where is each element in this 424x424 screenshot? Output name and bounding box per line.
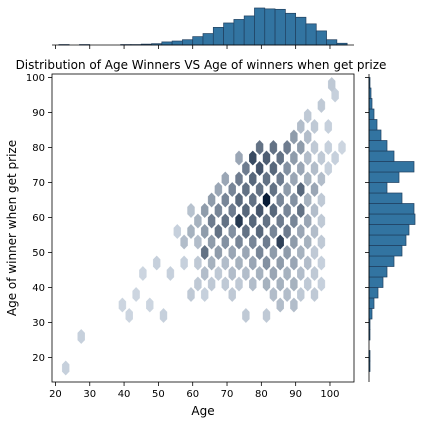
x-tick-label: 90 [289, 389, 302, 400]
x-tick-label: 30 [83, 389, 96, 400]
y-marginal-bar [369, 214, 415, 225]
x-marginal-bar [172, 41, 182, 45]
y-tick-label: 70 [32, 178, 45, 189]
x-marginal-bar [162, 42, 172, 45]
x-tick-label: 80 [255, 389, 268, 400]
x-tick-label: 60 [186, 389, 199, 400]
y-tick-label: 80 [32, 143, 45, 154]
x-tick-label: 100 [320, 389, 339, 400]
y-marginal-bar [369, 183, 387, 194]
x-marginal-bar [285, 13, 295, 45]
x-marginal-bar [203, 34, 213, 45]
y-tick-label: 50 [32, 248, 45, 259]
y-tick-label: 30 [32, 318, 45, 329]
y-marginal-bar [369, 277, 383, 288]
y-marginal-bar [369, 193, 402, 204]
y-marginal-bar [369, 267, 387, 278]
x-marginal-bar [193, 37, 203, 45]
y-marginal-bar [369, 172, 399, 183]
y-marginal-bar [369, 298, 374, 309]
x-marginal-bar [224, 23, 234, 45]
y-marginal-bar [369, 141, 387, 152]
x-marginal-bar [182, 40, 192, 45]
y-marginal-bar [369, 109, 374, 120]
y-tick-label: 20 [32, 353, 45, 364]
y-marginal-bar [369, 235, 406, 246]
y-axis-label: Age of winner when get prize [5, 140, 19, 316]
y-marginal-bar [369, 246, 402, 257]
y-tick-label: 40 [32, 283, 45, 294]
y-marginal-bar [369, 120, 377, 131]
x-tick-label: 40 [118, 389, 131, 400]
x-marginal-bar [296, 17, 306, 45]
x-marginal-bar [306, 24, 316, 45]
y-marginal-bar [369, 130, 381, 141]
x-tick-label: 70 [221, 389, 234, 400]
x-marginal-bar [213, 27, 223, 45]
x-marginal-bar [265, 9, 275, 45]
y-marginal-bar [369, 288, 378, 299]
x-marginal-bar [254, 8, 264, 45]
x-tick-label: 20 [49, 389, 62, 400]
y-tick-label: 60 [32, 213, 45, 224]
x-marginal-bar [327, 40, 337, 45]
y-marginal-bar [369, 162, 414, 173]
y-marginal-bar [369, 204, 414, 215]
x-marginal-bar [234, 19, 244, 45]
y-tick-label: 90 [32, 108, 45, 119]
y-marginal-bar [369, 99, 372, 110]
chart-title: Distribution of Age Winners VS Age of wi… [16, 58, 387, 72]
y-marginal-bar [369, 151, 394, 162]
x-marginal-bar [316, 31, 326, 45]
x-axis-label: Age [191, 404, 214, 418]
x-tick-label: 50 [152, 389, 165, 400]
x-marginal-bar [244, 16, 254, 45]
y-marginal-bar [369, 225, 409, 236]
y-marginal-bar [369, 309, 372, 320]
y-marginal-bar [369, 256, 394, 267]
y-tick-label: 100 [26, 73, 45, 84]
x-marginal-bar [275, 9, 285, 45]
